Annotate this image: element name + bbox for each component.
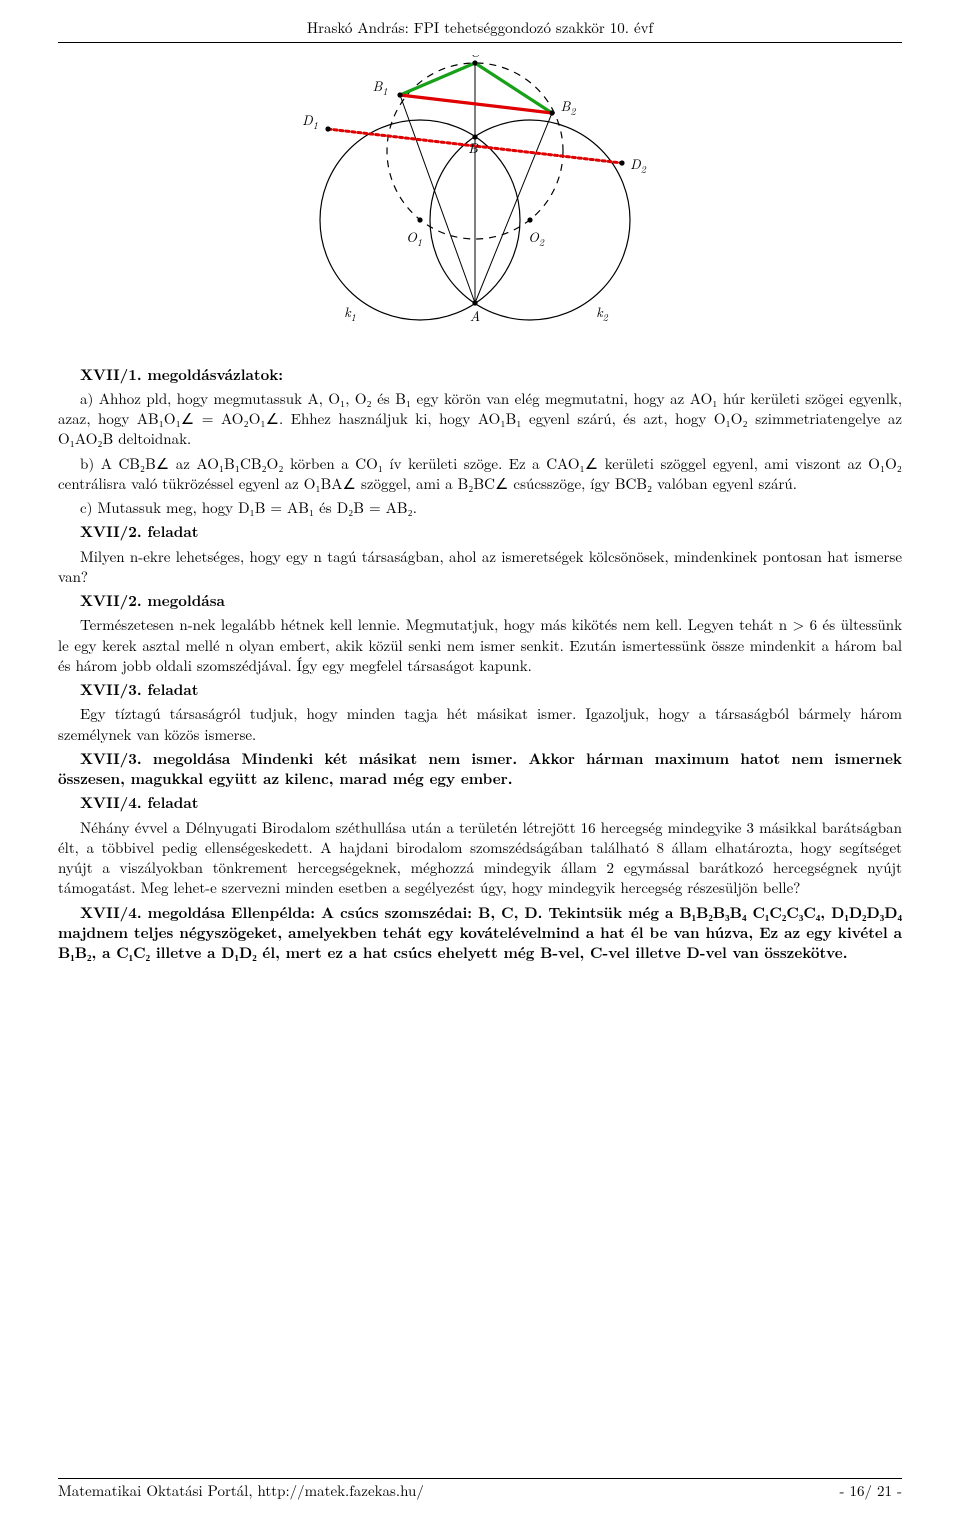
xvii2-title: XVII/2. feladat xyxy=(58,522,902,542)
svg-text:k2: k2 xyxy=(596,302,608,324)
xvii1-title: XVII/1. megoldásvázlatok: xyxy=(58,365,902,385)
geometry-figure: O1 O2 A B C B1 B2 D1 D2 k1 k2 xyxy=(270,55,690,350)
svg-text:A: A xyxy=(470,306,480,326)
page-footer: Matematikai Oktatási Portál, http://mate… xyxy=(58,1478,902,1501)
section-xvii2: XVII/2. feladat Milyen n-ekre lehetséges… xyxy=(58,522,902,676)
xvii3-title: XVII/3. feladat xyxy=(58,680,902,700)
svg-text:B2: B2 xyxy=(561,96,577,118)
svg-text:B: B xyxy=(468,138,479,158)
xvii4-sol-title: XVII/4. megoldása Ellenpélda: A csúcs sz… xyxy=(58,903,902,964)
page-header: Hraskó András: FPI tehetséggondozó szakk… xyxy=(58,18,902,40)
svg-text:D2: D2 xyxy=(630,154,647,176)
xvii3-body: Egy tíztagú társaságról tudjuk, hogy min… xyxy=(58,704,902,745)
section-xvii1: XVII/1. megoldásvázlatok: a) Ahhoz pld, … xyxy=(58,365,902,519)
svg-text:k1: k1 xyxy=(344,302,356,324)
xvii2-body: Milyen n-ekre lehetséges, hogy egy n tag… xyxy=(58,547,902,588)
xvii4-title: XVII/4. feladat xyxy=(58,793,902,813)
footer-left: Matematikai Oktatási Portál, http://mate… xyxy=(58,1481,424,1501)
xvii1-a: a) Ahhoz pld, hogy megmutassuk A, O₁, O₂… xyxy=(58,389,902,450)
svg-text:C: C xyxy=(470,55,482,62)
svg-text:O2: O2 xyxy=(528,227,545,249)
page: Hraskó András: FPI tehetséggondozó szakk… xyxy=(0,0,960,1523)
svg-text:B1: B1 xyxy=(373,76,388,98)
section-xvii3: XVII/3. feladat Egy tíztagú társaságról … xyxy=(58,680,902,789)
xvii4-body: Néhány évvel a Délnyugati Birodalom szét… xyxy=(58,818,902,899)
xvii1-b: b) A CB₂B∠ az AO₁B₁CB₂O₂ körben a CO₁ ív… xyxy=(58,454,902,495)
xvii3-sol-title: XVII/3. megoldása Mindenki két másikat n… xyxy=(58,749,902,790)
header-rule xyxy=(58,42,902,43)
svg-text:D1: D1 xyxy=(302,110,318,132)
footer-right: - 16/ 21 - xyxy=(840,1481,902,1501)
svg-text:O1: O1 xyxy=(406,227,422,249)
xvii2-sol-body: Természetesen n-nek legalább hétnek kell… xyxy=(58,615,902,676)
xvii1-c: c) Mutassuk meg, hogy D₁B = AB₁ és D₂B =… xyxy=(58,498,902,518)
xvii2-sol-title: XVII/2. megoldása xyxy=(58,591,902,611)
header-title: Hraskó András: FPI tehetséggondozó szakk… xyxy=(307,17,653,38)
section-xvii4: XVII/4. feladat Néhány évvel a Délnyugat… xyxy=(58,793,902,963)
figure-svg: O1 O2 A B C B1 B2 D1 D2 k1 k2 xyxy=(270,55,690,345)
